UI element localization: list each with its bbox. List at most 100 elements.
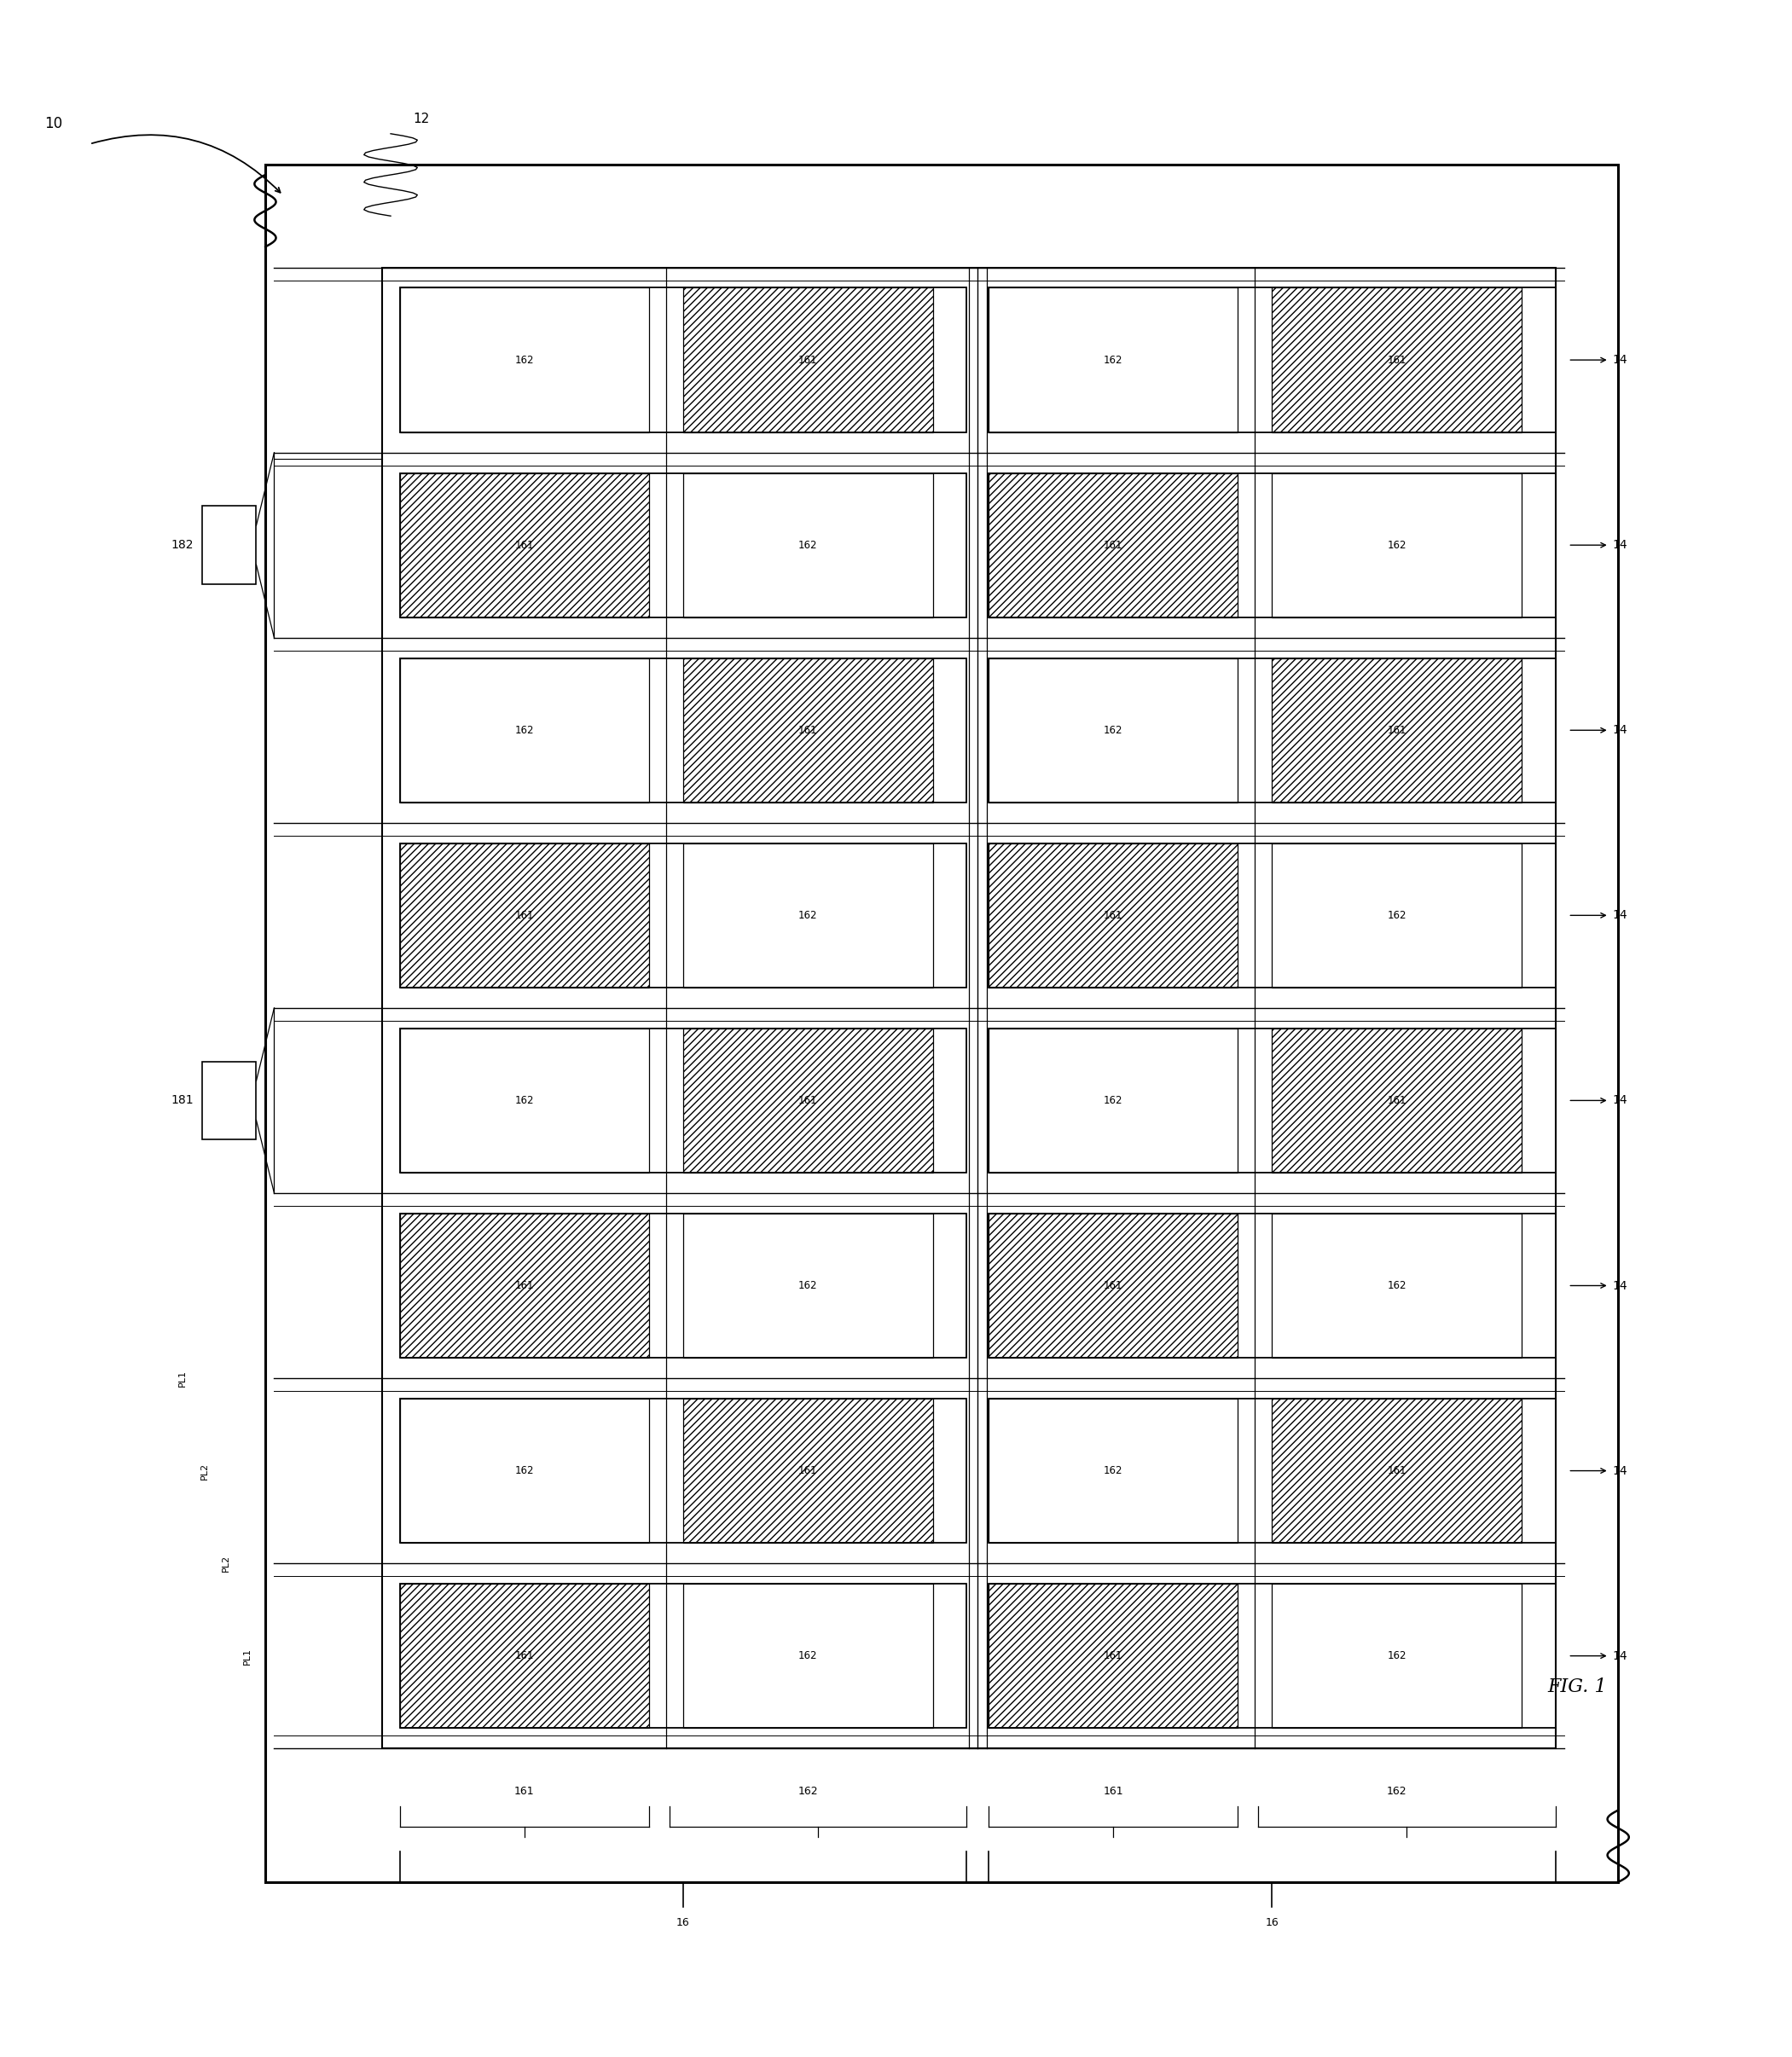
Text: 161: 161 — [1387, 1465, 1407, 1477]
Text: 161: 161 — [799, 1094, 817, 1107]
Bar — [400, 843, 968, 987]
Bar — [400, 1028, 649, 1172]
Text: 10: 10 — [45, 115, 63, 132]
Bar — [1272, 658, 1521, 802]
Text: PL1: PL1 — [244, 1648, 251, 1664]
Bar — [987, 658, 1238, 802]
Text: PL1: PL1 — [179, 1370, 186, 1386]
Text: 162: 162 — [799, 539, 817, 551]
Bar — [1272, 1399, 1521, 1543]
Text: PL2: PL2 — [201, 1463, 208, 1479]
Bar — [400, 473, 968, 617]
Text: 161: 161 — [514, 1785, 534, 1796]
Bar — [987, 473, 1555, 617]
Text: 14: 14 — [1613, 354, 1627, 366]
Text: 14: 14 — [1613, 1279, 1627, 1292]
Bar — [987, 1584, 1238, 1728]
Bar — [400, 1028, 968, 1172]
Text: 162: 162 — [514, 354, 534, 366]
Bar — [987, 288, 1555, 432]
Bar — [400, 1584, 649, 1728]
Bar — [683, 288, 934, 432]
Text: 162: 162 — [797, 1785, 819, 1796]
Text: 161: 161 — [799, 1465, 817, 1477]
Bar — [987, 1399, 1238, 1543]
Bar — [382, 267, 1555, 1748]
Text: 162: 162 — [799, 1279, 817, 1292]
Text: 162: 162 — [1387, 1279, 1407, 1292]
Bar — [1272, 843, 1521, 987]
Text: 162: 162 — [1387, 539, 1407, 551]
Text: 14: 14 — [1613, 539, 1627, 551]
Text: 162: 162 — [1387, 1650, 1407, 1662]
Text: 161: 161 — [1104, 1279, 1122, 1292]
Bar — [683, 1214, 934, 1358]
Bar — [400, 288, 968, 432]
Text: 161: 161 — [1387, 1094, 1407, 1107]
Text: 181: 181 — [170, 1094, 194, 1107]
Text: 161: 161 — [1104, 909, 1122, 922]
Bar — [987, 288, 1238, 432]
Bar — [265, 165, 1618, 1882]
Bar — [683, 1399, 934, 1543]
Text: 161: 161 — [799, 354, 817, 366]
Bar — [987, 1028, 1555, 1172]
Bar — [987, 1214, 1555, 1358]
Bar — [400, 658, 968, 802]
Text: 16: 16 — [1265, 1917, 1278, 1927]
Bar — [1272, 1214, 1521, 1358]
Bar — [400, 843, 649, 987]
Text: 12: 12 — [412, 113, 430, 125]
Text: 162: 162 — [1104, 1094, 1122, 1107]
Bar — [1272, 1028, 1521, 1172]
Text: 161: 161 — [514, 539, 534, 551]
Bar — [1272, 288, 1521, 432]
Text: 162: 162 — [1104, 354, 1122, 366]
Bar — [1272, 473, 1521, 617]
Bar — [987, 1214, 1238, 1358]
Bar — [683, 1584, 934, 1728]
Bar — [683, 1028, 934, 1172]
Bar — [400, 1399, 649, 1543]
Text: 161: 161 — [514, 1279, 534, 1292]
Bar — [400, 1584, 968, 1728]
Text: 161: 161 — [1387, 354, 1407, 366]
Text: 182: 182 — [170, 539, 194, 551]
Text: 16: 16 — [677, 1917, 690, 1927]
Text: FIG. 1: FIG. 1 — [1546, 1676, 1607, 1697]
Text: 14: 14 — [1613, 909, 1627, 922]
Bar — [400, 1214, 649, 1358]
Text: 161: 161 — [1104, 539, 1122, 551]
Text: 162: 162 — [1387, 909, 1407, 922]
Bar — [400, 1399, 968, 1543]
Text: 162: 162 — [799, 909, 817, 922]
Bar — [202, 1061, 256, 1140]
Bar — [987, 1399, 1555, 1543]
Text: 14: 14 — [1613, 1094, 1627, 1107]
Bar — [683, 843, 934, 987]
Text: 162: 162 — [799, 1650, 817, 1662]
Text: 161: 161 — [1104, 1785, 1124, 1796]
Bar — [1272, 1584, 1521, 1728]
Bar — [987, 658, 1555, 802]
Bar — [987, 1028, 1238, 1172]
Bar — [202, 506, 256, 584]
Text: 162: 162 — [514, 1465, 534, 1477]
Text: 161: 161 — [799, 724, 817, 736]
Bar — [987, 843, 1238, 987]
Text: 162: 162 — [1104, 724, 1122, 736]
Bar — [683, 473, 934, 617]
Text: 161: 161 — [1104, 1650, 1122, 1662]
Text: 162: 162 — [514, 1094, 534, 1107]
Text: 14: 14 — [1613, 724, 1627, 736]
Text: 162: 162 — [514, 724, 534, 736]
Bar — [400, 473, 649, 617]
Bar — [987, 473, 1238, 617]
Bar — [400, 288, 649, 432]
Text: 161: 161 — [514, 1650, 534, 1662]
Text: 162: 162 — [1387, 1785, 1407, 1796]
Text: 161: 161 — [514, 909, 534, 922]
Text: 161: 161 — [1387, 724, 1407, 736]
Bar — [987, 843, 1555, 987]
Bar — [987, 1584, 1555, 1728]
